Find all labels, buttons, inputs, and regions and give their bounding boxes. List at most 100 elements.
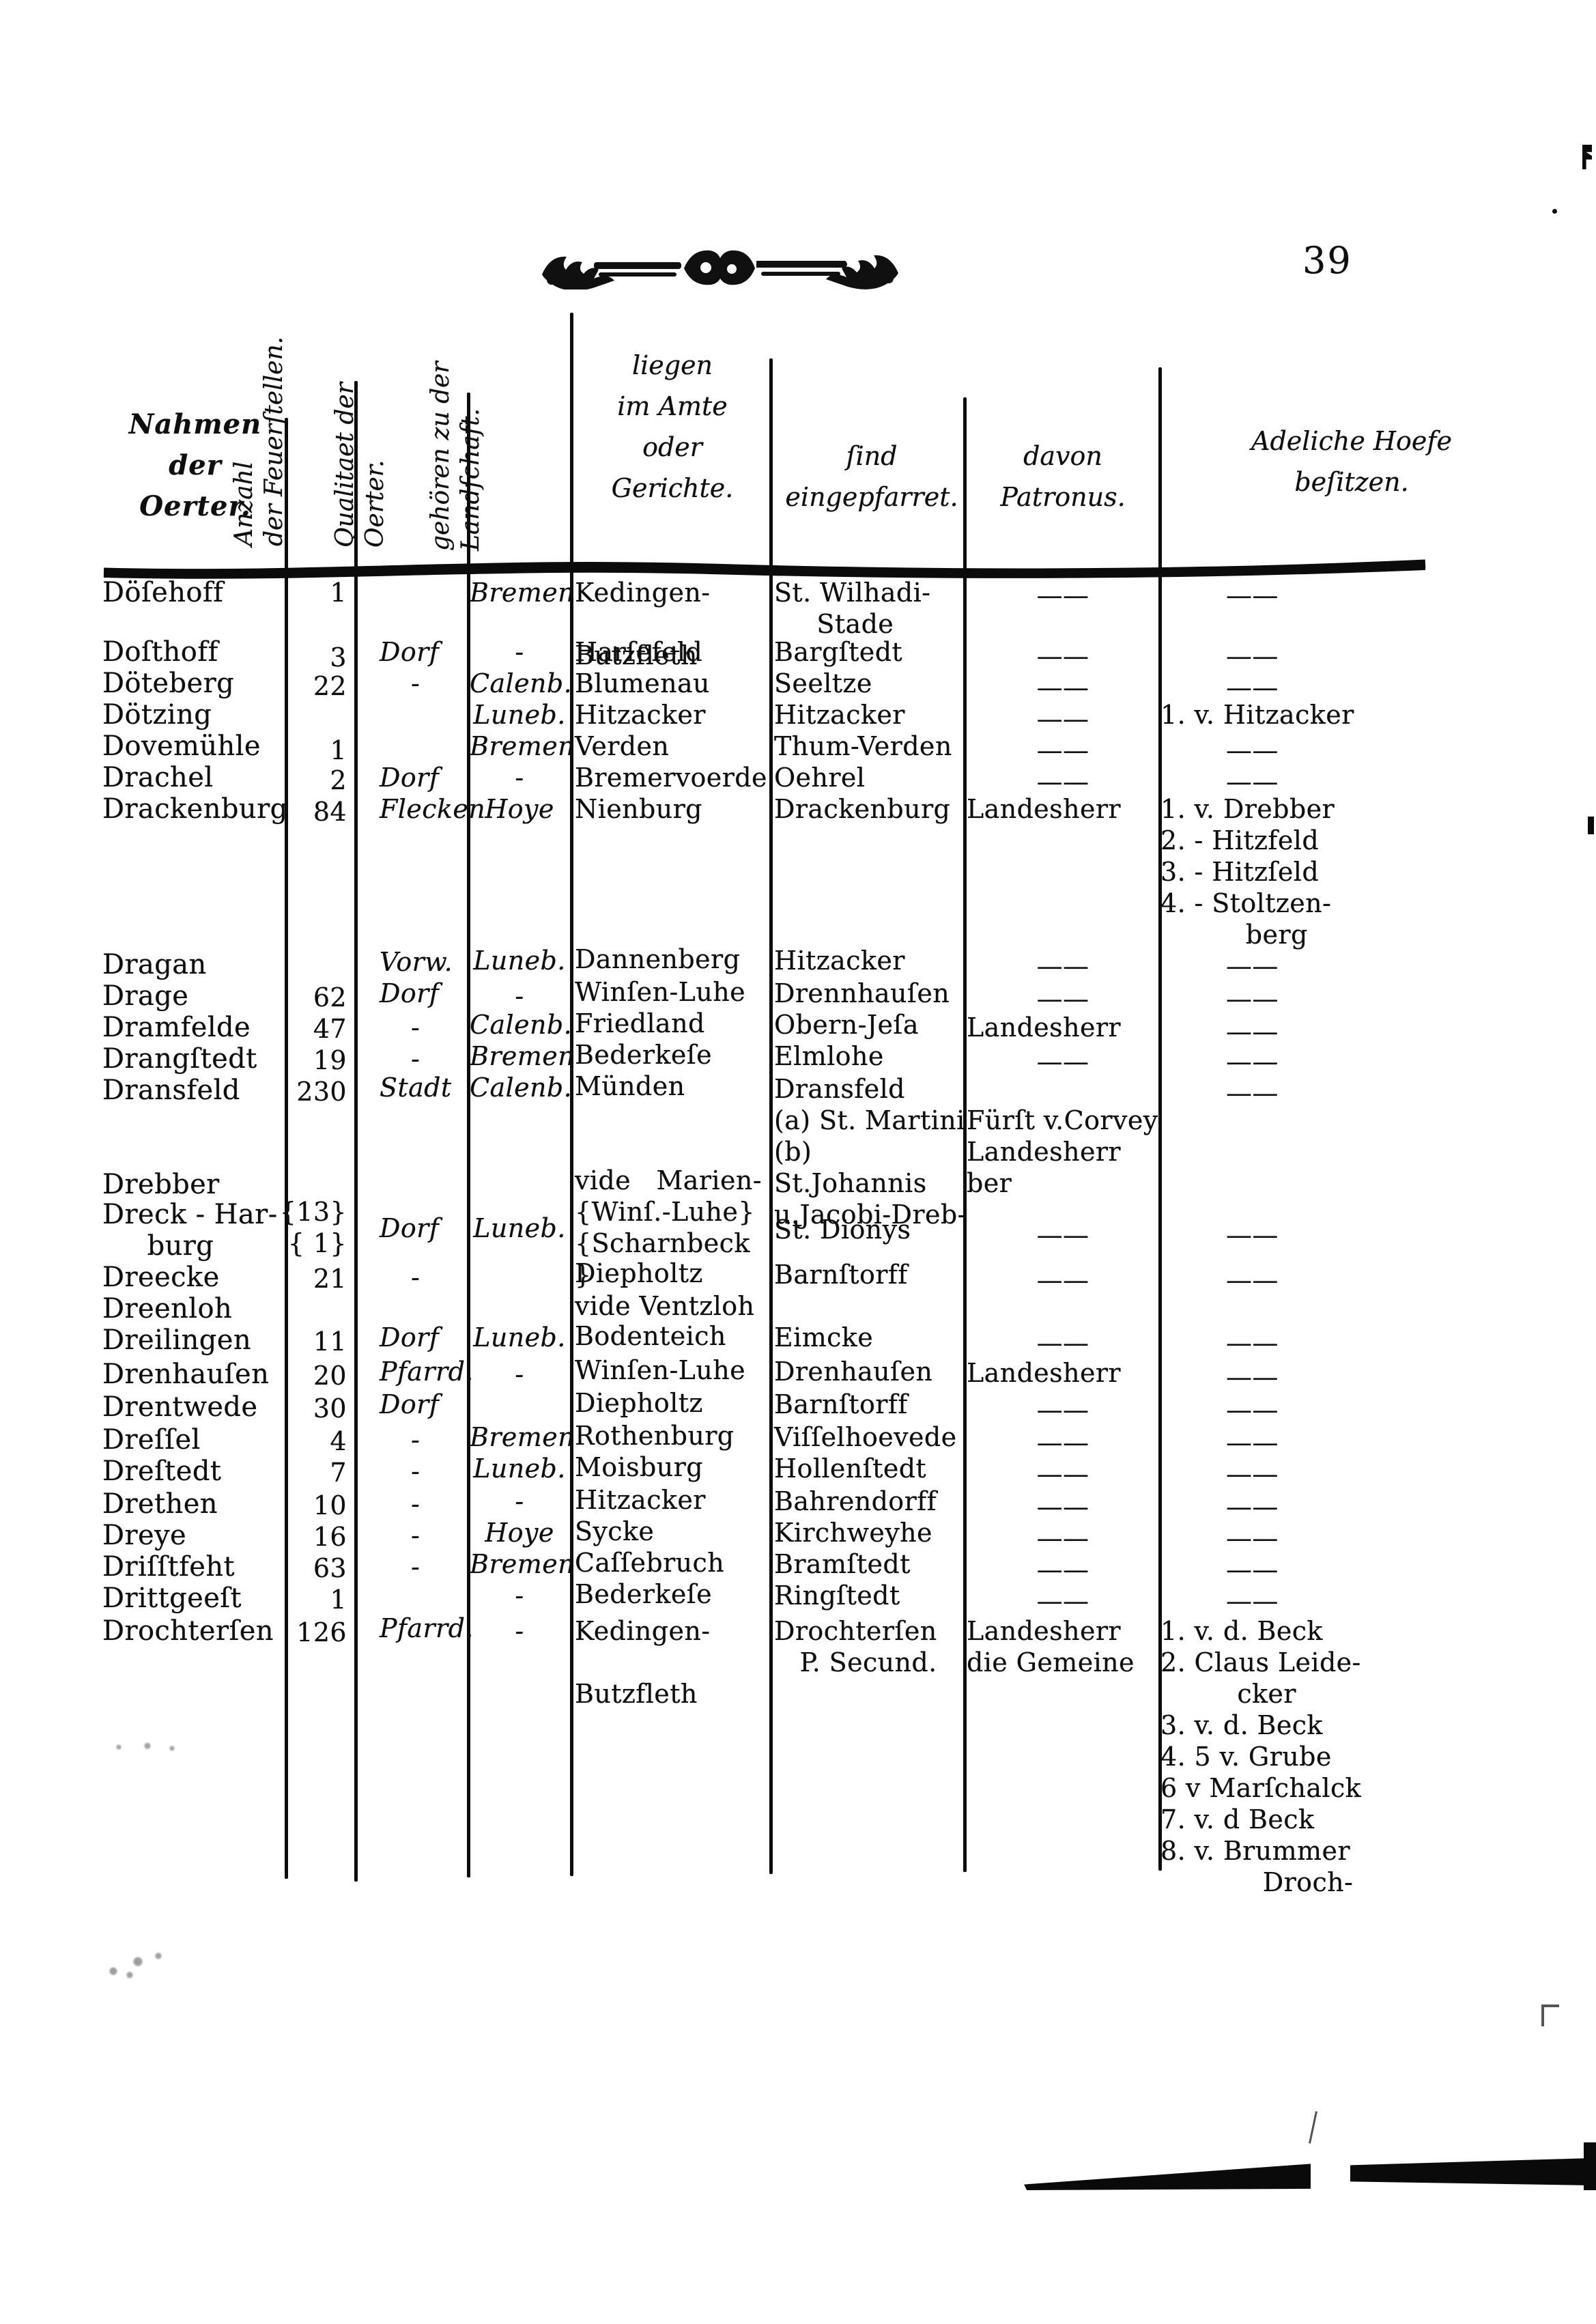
place-name: Dreck - Har- burg [102,1199,278,1262]
eingepfarret-value: St. Dionys [774,1215,911,1245]
eingepfarret-value: Bargſtedt [774,637,903,667]
eingepfarret-value: Drackenburg [774,794,951,824]
table-rule-vertical [769,358,773,1874]
landschaft-value: Hoye [485,1518,554,1548]
qualitaet-value: Dorf [380,637,440,667]
adeliche-hoefe-value: —— [1226,1265,1279,1295]
landschaft-value: Calenb. [470,1010,573,1040]
amt-gericht-value: Bederkeſe [575,1040,713,1070]
patronus-value: —— [1036,1047,1089,1077]
adeliche-hoefe-value: 1. v. Drebber 2. - Hitzfeld 3. - Hitzſel… [1160,794,1335,950]
patronus-value: —— [1036,672,1089,703]
patronus-value: —— [1036,984,1089,1014]
patronus-value: —— [1036,1328,1089,1358]
table-rule-vertical [285,418,288,1879]
feuerstellen-count: 126 [296,1617,347,1647]
place-name: Drackenburg [102,793,288,825]
place-name: Drochterſen [102,1615,274,1647]
patronus-value: —— [1036,641,1089,671]
eingepfarret-value: Hitzacker [774,700,905,730]
landschaft-value: - [515,637,524,667]
adeliche-hoefe-value: —— [1226,1555,1279,1585]
amt-gericht-value: Bremervoerde [575,763,767,793]
feuerstellen-count: 1 [330,1585,347,1615]
landschaft-value: Hoye [485,794,554,824]
amt-gericht-value: Dannenberg [575,944,741,974]
eingepfarret-value: Seeltze [774,668,872,698]
qualitaet-value: - [411,668,421,698]
qualitaet-value: - [411,1044,421,1074]
feuerstellen-count: 19 [313,1045,347,1075]
place-name: Dramfelde [102,1012,251,1043]
patronus-value: —— [1036,1395,1089,1425]
column-header-nahmen: Nahmen der Oerter. [128,408,262,522]
landschaft-value: Luneb. [473,700,566,730]
patronus-value: Fürſt v.Corvey Landesherr ber [967,1105,1158,1198]
adeliche-hoefe-value: —— [1226,767,1279,797]
feuerstellen-count: 22 [313,671,347,701]
scan-artifact [1588,817,1594,834]
place-name: Dreenloh [102,1293,233,1324]
adeliche-hoefe-value: —— [1226,1078,1279,1108]
feuerstellen-count: {13} { 1} [279,1197,347,1258]
feuerstellen-count: 10 [313,1490,347,1520]
amt-gericht-value: Hitzacker [575,1485,706,1515]
amt-gericht-value: Kedingen- Butzfleth [575,578,711,670]
eingepfarret-value: Bramſtedt [774,1549,911,1579]
landschaft-value: - [515,763,524,793]
eingepfarret-value: Drennhauſen [774,978,950,1008]
eingepfarret-value: Obern-Jeſa [774,1010,919,1040]
amt-gericht-value: Bederkeſe [575,1579,713,1609]
feuerstellen-count: 4 [330,1426,347,1456]
scan-artifact [1350,2157,1596,2186]
patronus-value: —— [1036,704,1089,734]
page-number: 39 [1302,239,1352,282]
landschaft-value: Luneb. [473,946,566,976]
qualitaet-value: - [411,1552,421,1582]
adeliche-hoefe-value: —— [1226,1220,1279,1250]
landschaft-value: Bremen [470,1549,575,1579]
landschaft-value: Bremen [470,731,575,761]
feuerstellen-count: 3 [330,642,347,672]
eingepfarret-value: Bahrendorff [774,1486,937,1516]
amt-gericht-value: Moisburg [575,1452,703,1482]
qualitaet-value: Pfarrd. [380,1357,474,1387]
adeliche-hoefe-value: —— [1226,984,1279,1014]
feuerstellen-count: 20 [313,1361,347,1391]
landschaft-value: Luneb. [473,1322,566,1352]
column-header-qualitaet: Qualitaet der Oerter. [331,382,389,548]
feuerstellen-count: 16 [313,1522,347,1552]
amt-gericht-value: Kedingen- Butzfleth [575,1616,711,1709]
amt-gericht-value: vide Ventzloh [575,1291,755,1321]
feuerstellen-count: 7 [330,1458,347,1488]
eingepfarret-value: Barnſtorff [774,1389,908,1419]
place-name: Drachel [102,762,214,793]
scan-artifact [1552,209,1557,214]
eingepfarret-value: Elmlohe [774,1041,884,1071]
eingepfarret-value: Kirchweyhe [774,1518,932,1548]
amt-gericht-value: Hitzacker [575,700,706,730]
qualitaet-value: Dorf [380,1213,440,1243]
amt-gericht-value: Verden [575,731,670,761]
place-name: Dreecke [102,1262,220,1293]
amt-gericht-value: Rothenburg [575,1421,735,1451]
adeliche-hoefe-value: —— [1226,1586,1279,1616]
patronus-value: —— [1036,580,1089,610]
feuerstellen-count: 47 [313,1014,347,1044]
table-rule-vertical [354,381,358,1882]
qualitaet-value: Dorf [380,1322,440,1352]
landschaft-value: - [515,1359,524,1389]
place-name: Dragan [102,949,207,980]
adeliche-hoefe-value: —— [1226,580,1279,610]
place-name: Driſſtfeht [102,1551,235,1583]
feuerstellen-count: 30 [313,1393,347,1423]
patronus-value: —— [1036,951,1089,981]
amt-gericht-value: vide Marien- [575,1165,762,1195]
qualitaet-value: - [411,1520,421,1550]
adeliche-hoefe-value: —— [1226,735,1279,765]
amt-gericht-value: Sycke [575,1516,655,1546]
eingepfarret-value: Viſſelhoevede [774,1422,957,1452]
table-rule-vertical [1158,367,1162,1871]
feuerstellen-count: 2 [330,765,347,795]
patronus-value: Landesherr [967,1012,1121,1043]
